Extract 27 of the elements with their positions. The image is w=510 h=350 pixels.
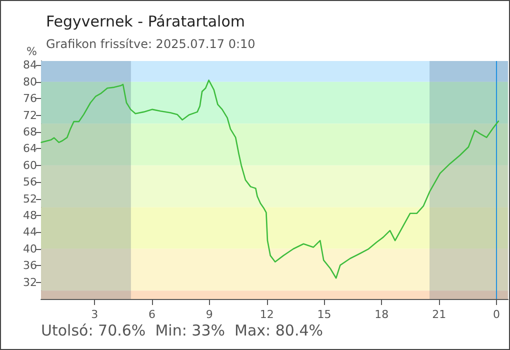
x-tick-label: 18: [374, 308, 389, 321]
y-tick-label: 84: [23, 58, 37, 72]
x-tick-label: 9: [206, 308, 213, 321]
y-tick-label: 52: [23, 192, 37, 206]
chart-title: Fegyvernek - Páratartalom: [46, 12, 246, 30]
y-axis-title: %: [26, 45, 37, 58]
y-tick-label: 44: [23, 226, 37, 239]
y-tick-label: 56: [23, 176, 37, 189]
y-tick-label: 40: [23, 242, 37, 256]
y-tick-label: 36: [23, 259, 37, 272]
x-tick-label: 6: [148, 308, 156, 321]
y-tick-label: 64: [23, 142, 37, 156]
x-tick-label: 0: [493, 308, 500, 321]
x-tick-label: 3: [91, 308, 98, 321]
text: Utolsó: 70.6% Min: 33% Max: 80.4%: [41, 322, 324, 340]
y-tick-label: 72: [23, 108, 37, 122]
y-tick-label: 80: [23, 75, 37, 88]
y-tick-label: 48: [23, 208, 37, 222]
x-tick-label: 21: [432, 308, 446, 321]
x-tick-label: 12: [260, 308, 274, 321]
y-tick-label: 76: [23, 92, 37, 106]
line-series: [40, 80, 500, 279]
y-tick-label: 32: [23, 276, 37, 289]
y-tick-label: 60: [23, 158, 37, 172]
x-tick-label: 15: [317, 308, 332, 321]
y-tick-label: 68: [23, 125, 37, 138]
chart-subtitle: Grafikon frissítve: 2025.07.17 0:10: [46, 37, 256, 51]
